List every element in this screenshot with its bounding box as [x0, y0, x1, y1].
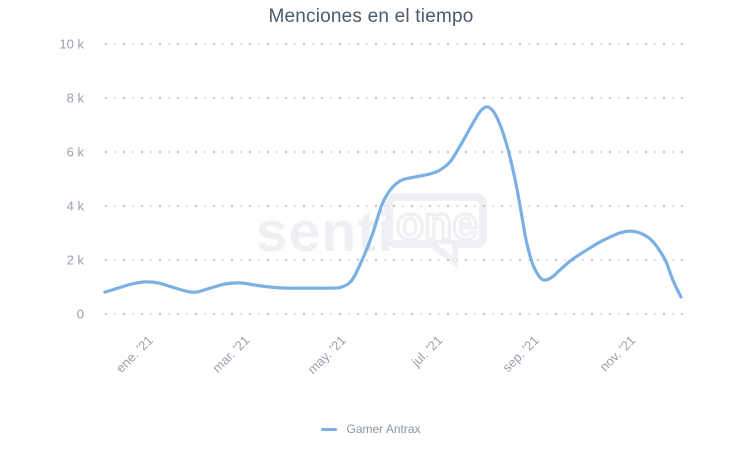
watermark-senti-text: senti [256, 200, 394, 264]
x-axis-label: ene. '21 [113, 333, 156, 376]
y-axis-label: 10 k [59, 37, 84, 52]
legend-item-gamer-antrax[interactable]: Gamer Antrax [0, 420, 742, 438]
legend-line-icon [321, 427, 338, 431]
x-axis-label: sep. '21 [499, 333, 542, 376]
x-axis-label: may. '21 [305, 333, 349, 377]
y-axis-label: 0 [77, 307, 84, 322]
x-axis-label: nov. '21 [597, 333, 639, 375]
y-axis-label: 4 k [67, 199, 85, 214]
watermark-bubble-tail-cutout [437, 244, 452, 256]
y-axis-label: 8 k [67, 91, 85, 106]
watermark-one-text: one [396, 197, 478, 249]
x-axis-label: mar. '21 [209, 333, 252, 376]
chart-title: Menciones en el tiempo [268, 6, 474, 27]
y-axis-label: 6 k [67, 145, 85, 160]
legend-series-label: Gamer Antrax [346, 422, 421, 436]
series-line[interactable] [103, 105, 683, 299]
y-axis-label: 2 k [67, 253, 85, 268]
x-axis-label: jul. '21 [408, 333, 446, 371]
